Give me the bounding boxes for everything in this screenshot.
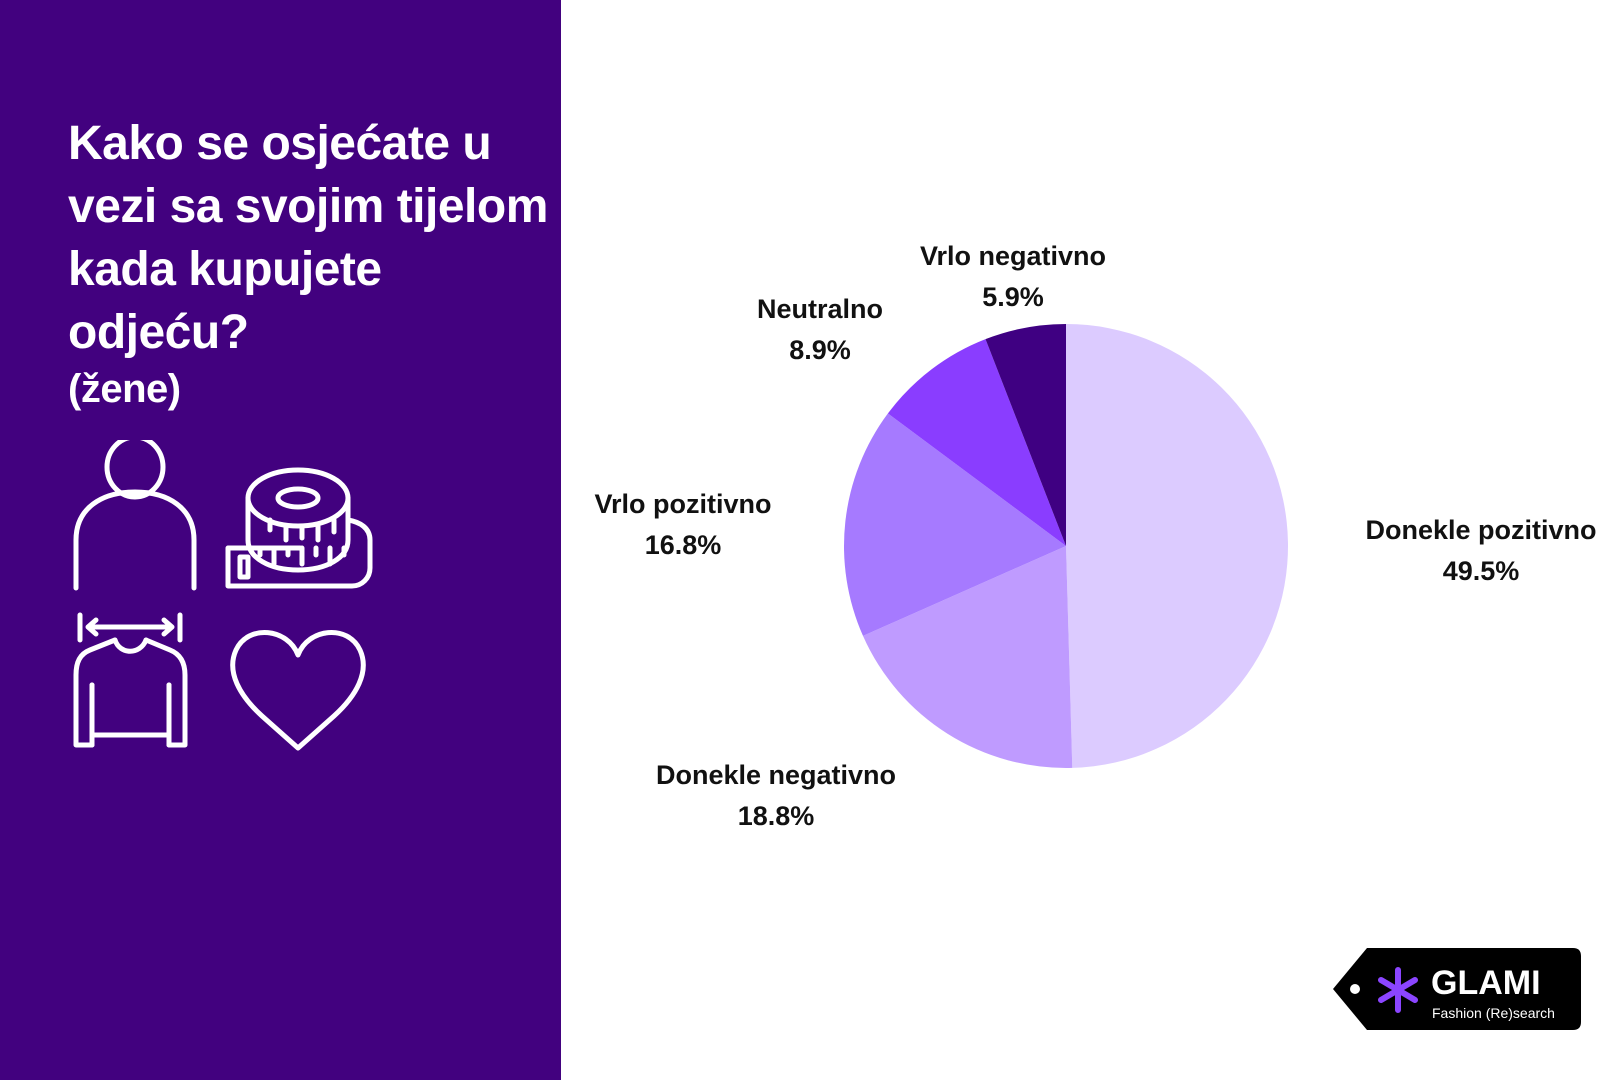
slice-label-value: 49.5% <box>1442 556 1520 586</box>
left-panel <box>0 0 561 1080</box>
slice-label: Donekle negativno 18.8% <box>656 755 896 837</box>
logo-brand: GLAMI <box>1431 964 1541 1002</box>
slice-label: Vrlo negativno 5.9% <box>920 236 1106 318</box>
slice-label-value: 16.8% <box>644 530 722 560</box>
slice-label-value: 8.9% <box>789 335 851 365</box>
heart-icon <box>230 630 366 751</box>
measuring-tape-icon <box>225 467 373 589</box>
slice-label: Neutralno 8.9% <box>757 289 883 371</box>
asterisk-icon <box>1378 967 1418 1013</box>
slice-label-name: Vrlo negativno <box>919 241 1107 271</box>
icon-grid <box>73 440 373 751</box>
glami-logo: GLAMI Fashion (Re)search <box>1333 948 1581 1030</box>
slice-label-value: 18.8% <box>737 801 815 831</box>
sweater-width-icon <box>73 612 188 748</box>
pie-slice-vrlo-negativno <box>985 324 1066 546</box>
slice-label: Vrlo pozitivno 16.8% <box>594 484 771 566</box>
chart-title: Kako se osjećate u vezi sa svojim tijelo… <box>68 112 548 414</box>
pie-slice-neutralno <box>887 339 1066 546</box>
title-text: Kako se osjećate u vezi sa svojim tijelo… <box>68 117 548 359</box>
title-subtitle: (žene) <box>68 367 181 411</box>
slice-label-name: Donekle pozitivno <box>1365 515 1597 545</box>
slice-label: Donekle pozitivno 49.5% <box>1365 510 1596 592</box>
logo-tagline: Fashion (Re)search <box>1432 1005 1555 1021</box>
slice-label-name: Neutralno <box>756 294 884 324</box>
slice-label-name: Donekle negativno <box>655 760 897 790</box>
pie-slice-vrlo-pozitivno <box>843 413 1066 636</box>
person-icon <box>73 440 197 591</box>
pie-slice-donekle-negativno <box>862 546 1073 768</box>
slice-label-value: 5.9% <box>982 282 1044 312</box>
pie-slice-donekle-pozitivno <box>1066 324 1289 768</box>
slice-label-name: Vrlo pozitivno <box>594 489 772 519</box>
